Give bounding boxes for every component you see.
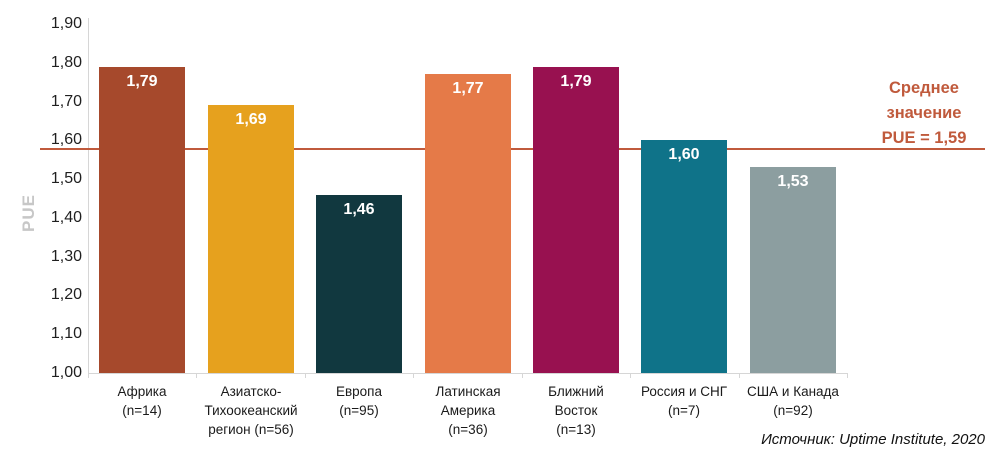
bar: 1,79 [533,67,619,373]
category-label: Россия и СНГ (n=7) [640,384,728,418]
x-axis-tick [847,373,848,378]
x-axis-tick [196,373,197,378]
bar: 1,69 [208,105,294,373]
y-tick-label: 1,70 [50,92,82,110]
category-label: США и Канада (n=92) [747,384,839,418]
average-line-label: Среднее значение PUE = 1,59 [881,79,967,147]
bar: 1,79 [99,67,185,373]
bar-value-label: 1,69 [235,111,267,128]
y-tick-label: 1,60 [50,131,82,149]
y-tick-label: 1,20 [50,286,82,304]
bar-value-label: 1,79 [126,73,158,90]
category-label: Африка (n=14) [117,384,167,418]
bar-value-label: 1,60 [668,146,700,163]
average-pue-line [40,148,985,150]
y-tick-label: 1,90 [50,15,82,32]
y-tick-label: 1,00 [50,364,82,381]
bar: 1,77 [425,74,511,373]
bar-value-label: 1,53 [777,173,809,190]
x-axis-tick [305,373,306,378]
category-label: Азиатско- Тихоокеанский регион (n=56) [204,384,298,437]
y-axis-line [88,18,89,374]
y-tick-label: 1,30 [50,247,82,265]
x-axis-tick [88,373,89,378]
x-axis-tick [413,373,414,378]
category-label: Ближний Восток (n=13) [548,384,604,437]
bar-value-label: 1,79 [560,73,592,90]
x-axis-tick [522,373,523,378]
bar: 1,53 [750,167,836,373]
bar-value-label: 1,46 [343,201,375,218]
x-axis-tick [630,373,631,378]
bar: 1,46 [316,195,402,373]
y-tick-label: 1,40 [50,208,82,226]
y-tick-label: 1,80 [50,53,82,71]
category-label: Латинская Америка (n=36) [435,384,501,437]
bar-value-label: 1,77 [452,80,484,97]
category-label: Европа (n=95) [335,384,382,418]
x-axis-line [88,373,847,374]
y-tick-label: 1,10 [50,325,82,343]
y-tick-label: 1,50 [50,170,82,188]
x-axis-tick [739,373,740,378]
bar: 1,60 [641,140,727,373]
source-note: Источник: Uptime Institute, 2020 [761,431,985,448]
